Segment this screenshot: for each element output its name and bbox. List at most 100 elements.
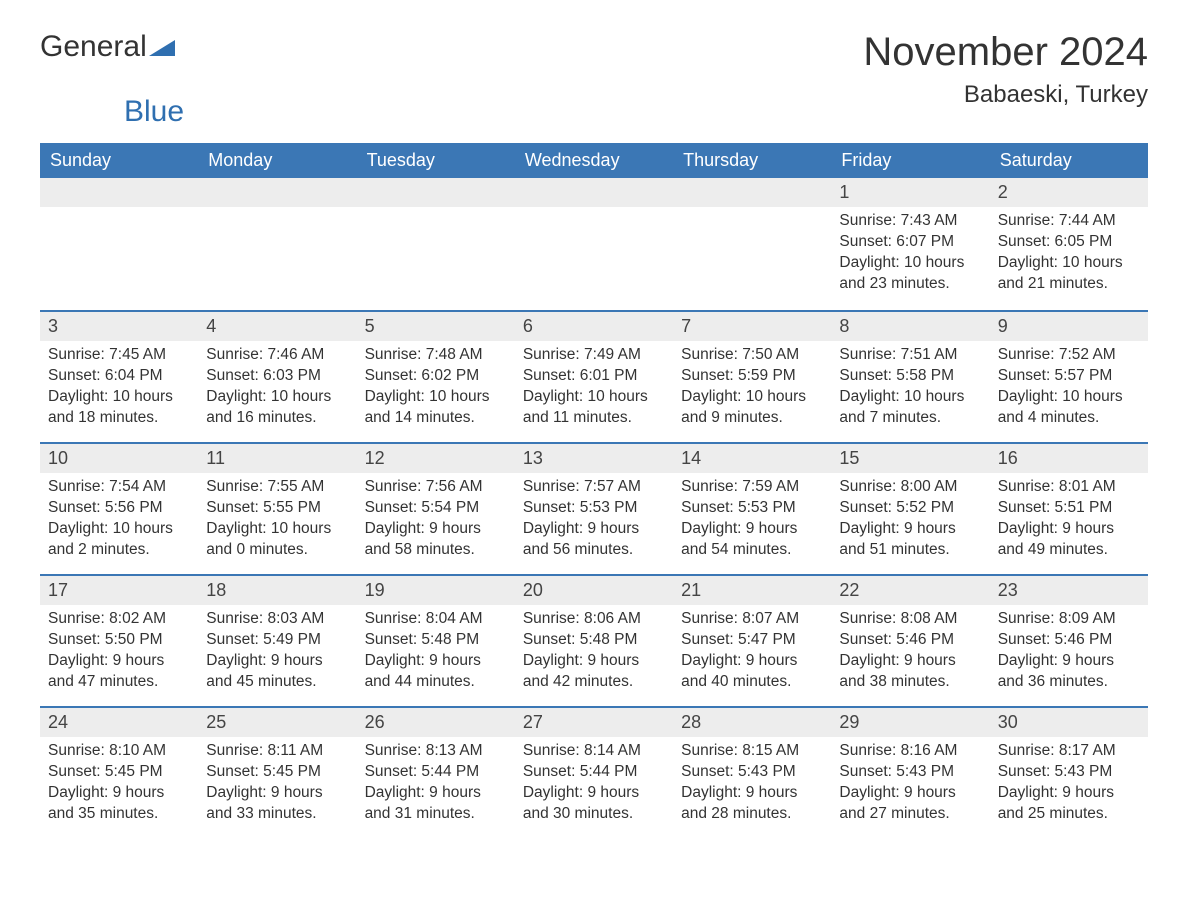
calendar-cell bbox=[40, 178, 198, 310]
daylight-text-1: Daylight: 9 hours bbox=[998, 519, 1140, 540]
sunrise-text: Sunrise: 7:51 AM bbox=[839, 345, 981, 366]
day-number: 17 bbox=[40, 574, 198, 605]
day-number: 28 bbox=[673, 706, 831, 737]
daylight-text-1: Daylight: 9 hours bbox=[681, 651, 823, 672]
day-number: 22 bbox=[831, 574, 989, 605]
calendar-cell: 2Sunrise: 7:44 AMSunset: 6:05 PMDaylight… bbox=[990, 178, 1148, 310]
sunset-text: Sunset: 5:58 PM bbox=[839, 366, 981, 387]
calendar-cell: 6Sunrise: 7:49 AMSunset: 6:01 PMDaylight… bbox=[515, 310, 673, 442]
calendar-cell: 8Sunrise: 7:51 AMSunset: 5:58 PMDaylight… bbox=[831, 310, 989, 442]
sunrise-text: Sunrise: 8:13 AM bbox=[365, 741, 507, 762]
day-number: 21 bbox=[673, 574, 831, 605]
day-number: 13 bbox=[515, 442, 673, 473]
daylight-text-1: Daylight: 10 hours bbox=[998, 387, 1140, 408]
month-title: November 2024 bbox=[863, 30, 1148, 75]
logo: General bbox=[40, 30, 177, 64]
daylight-text-1: Daylight: 9 hours bbox=[998, 651, 1140, 672]
calendar-cell: 1Sunrise: 7:43 AMSunset: 6:07 PMDaylight… bbox=[831, 178, 989, 310]
sunset-text: Sunset: 5:55 PM bbox=[206, 498, 348, 519]
sunrise-text: Sunrise: 8:01 AM bbox=[998, 477, 1140, 498]
day-details: Sunrise: 7:50 AMSunset: 5:59 PMDaylight:… bbox=[673, 341, 831, 439]
empty-day-header bbox=[357, 178, 515, 207]
calendar-cell: 15Sunrise: 8:00 AMSunset: 5:52 PMDayligh… bbox=[831, 442, 989, 574]
daylight-text-2: and 40 minutes. bbox=[681, 672, 823, 693]
daylight-text-1: Daylight: 9 hours bbox=[523, 783, 665, 804]
day-number: 6 bbox=[515, 310, 673, 341]
day-details: Sunrise: 8:07 AMSunset: 5:47 PMDaylight:… bbox=[673, 605, 831, 703]
sunrise-text: Sunrise: 8:08 AM bbox=[839, 609, 981, 630]
daylight-text-2: and 36 minutes. bbox=[998, 672, 1140, 693]
day-number: 9 bbox=[990, 310, 1148, 341]
daylight-text-1: Daylight: 9 hours bbox=[681, 519, 823, 540]
weekday-header: Wednesday bbox=[515, 143, 673, 178]
calendar-cell: 29Sunrise: 8:16 AMSunset: 5:43 PMDayligh… bbox=[831, 706, 989, 838]
daylight-text-2: and 2 minutes. bbox=[48, 540, 190, 561]
daylight-text-2: and 30 minutes. bbox=[523, 804, 665, 825]
sunrise-text: Sunrise: 7:54 AM bbox=[48, 477, 190, 498]
sunrise-text: Sunrise: 8:15 AM bbox=[681, 741, 823, 762]
day-number: 7 bbox=[673, 310, 831, 341]
calendar-cell bbox=[515, 178, 673, 310]
daylight-text-2: and 7 minutes. bbox=[839, 408, 981, 429]
sunset-text: Sunset: 5:59 PM bbox=[681, 366, 823, 387]
daylight-text-2: and 58 minutes. bbox=[365, 540, 507, 561]
daylight-text-1: Daylight: 10 hours bbox=[523, 387, 665, 408]
calendar-cell bbox=[357, 178, 515, 310]
day-details: Sunrise: 8:06 AMSunset: 5:48 PMDaylight:… bbox=[515, 605, 673, 703]
daylight-text-1: Daylight: 9 hours bbox=[365, 783, 507, 804]
calendar-cell: 14Sunrise: 7:59 AMSunset: 5:53 PMDayligh… bbox=[673, 442, 831, 574]
calendar-cell: 5Sunrise: 7:48 AMSunset: 6:02 PMDaylight… bbox=[357, 310, 515, 442]
sunrise-text: Sunrise: 7:55 AM bbox=[206, 477, 348, 498]
day-number: 27 bbox=[515, 706, 673, 737]
sunset-text: Sunset: 5:48 PM bbox=[365, 630, 507, 651]
sunrise-text: Sunrise: 7:46 AM bbox=[206, 345, 348, 366]
day-details: Sunrise: 7:54 AMSunset: 5:56 PMDaylight:… bbox=[40, 473, 198, 571]
day-details: Sunrise: 7:55 AMSunset: 5:55 PMDaylight:… bbox=[198, 473, 356, 571]
daylight-text-2: and 11 minutes. bbox=[523, 408, 665, 429]
day-number: 4 bbox=[198, 310, 356, 341]
day-number: 16 bbox=[990, 442, 1148, 473]
daylight-text-1: Daylight: 10 hours bbox=[998, 253, 1140, 274]
daylight-text-1: Daylight: 9 hours bbox=[839, 651, 981, 672]
daylight-text-2: and 9 minutes. bbox=[681, 408, 823, 429]
day-number: 14 bbox=[673, 442, 831, 473]
sunrise-text: Sunrise: 7:52 AM bbox=[998, 345, 1140, 366]
calendar-cell: 25Sunrise: 8:11 AMSunset: 5:45 PMDayligh… bbox=[198, 706, 356, 838]
sunrise-text: Sunrise: 8:04 AM bbox=[365, 609, 507, 630]
sunrise-text: Sunrise: 8:02 AM bbox=[48, 609, 190, 630]
sunset-text: Sunset: 6:01 PM bbox=[523, 366, 665, 387]
day-number: 3 bbox=[40, 310, 198, 341]
daylight-text-1: Daylight: 10 hours bbox=[206, 387, 348, 408]
calendar-cell: 21Sunrise: 8:07 AMSunset: 5:47 PMDayligh… bbox=[673, 574, 831, 706]
sunrise-text: Sunrise: 7:59 AM bbox=[681, 477, 823, 498]
daylight-text-2: and 51 minutes. bbox=[839, 540, 981, 561]
day-details: Sunrise: 8:00 AMSunset: 5:52 PMDaylight:… bbox=[831, 473, 989, 571]
sunrise-text: Sunrise: 7:56 AM bbox=[365, 477, 507, 498]
daylight-text-2: and 47 minutes. bbox=[48, 672, 190, 693]
day-details: Sunrise: 7:46 AMSunset: 6:03 PMDaylight:… bbox=[198, 341, 356, 439]
day-number: 5 bbox=[357, 310, 515, 341]
daylight-text-2: and 56 minutes. bbox=[523, 540, 665, 561]
daylight-text-2: and 54 minutes. bbox=[681, 540, 823, 561]
daylight-text-2: and 0 minutes. bbox=[206, 540, 348, 561]
sunset-text: Sunset: 5:54 PM bbox=[365, 498, 507, 519]
day-number: 10 bbox=[40, 442, 198, 473]
day-details: Sunrise: 8:10 AMSunset: 5:45 PMDaylight:… bbox=[40, 737, 198, 835]
sunset-text: Sunset: 5:45 PM bbox=[48, 762, 190, 783]
sunset-text: Sunset: 5:52 PM bbox=[839, 498, 981, 519]
calendar-cell: 24Sunrise: 8:10 AMSunset: 5:45 PMDayligh… bbox=[40, 706, 198, 838]
day-details: Sunrise: 8:02 AMSunset: 5:50 PMDaylight:… bbox=[40, 605, 198, 703]
calendar-week-row: 24Sunrise: 8:10 AMSunset: 5:45 PMDayligh… bbox=[40, 706, 1148, 838]
calendar-cell: 12Sunrise: 7:56 AMSunset: 5:54 PMDayligh… bbox=[357, 442, 515, 574]
daylight-text-2: and 49 minutes. bbox=[998, 540, 1140, 561]
sunset-text: Sunset: 5:47 PM bbox=[681, 630, 823, 651]
daylight-text-1: Daylight: 9 hours bbox=[523, 651, 665, 672]
sunrise-text: Sunrise: 8:03 AM bbox=[206, 609, 348, 630]
calendar-cell: 9Sunrise: 7:52 AMSunset: 5:57 PMDaylight… bbox=[990, 310, 1148, 442]
day-details: Sunrise: 7:57 AMSunset: 5:53 PMDaylight:… bbox=[515, 473, 673, 571]
day-number: 20 bbox=[515, 574, 673, 605]
daylight-text-2: and 28 minutes. bbox=[681, 804, 823, 825]
logo-text-blue: Blue bbox=[124, 95, 184, 128]
weekday-header: Sunday bbox=[40, 143, 198, 178]
daylight-text-2: and 27 minutes. bbox=[839, 804, 981, 825]
